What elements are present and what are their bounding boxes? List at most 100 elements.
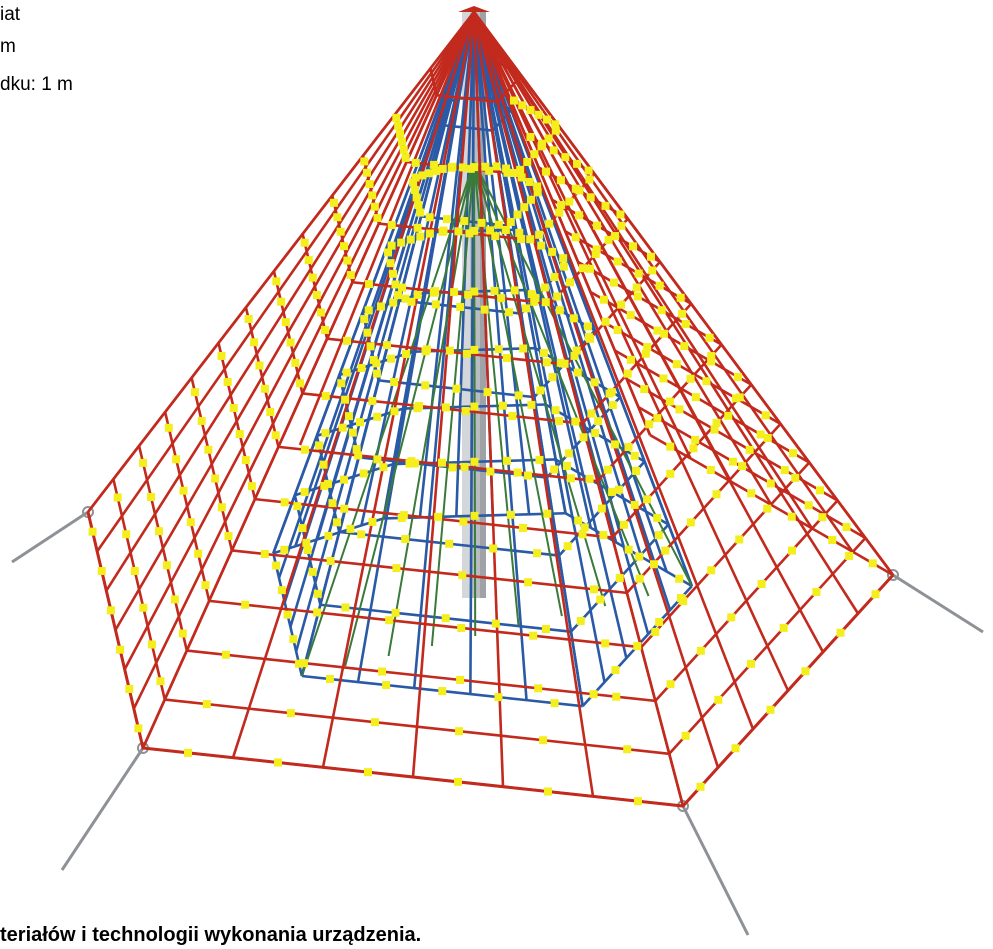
rope-connector: [516, 165, 525, 174]
rope-connector: [416, 232, 425, 241]
rope-connector: [706, 466, 715, 474]
rope-connector: [544, 787, 552, 796]
rope-connector: [597, 504, 606, 513]
rope-connector: [583, 322, 592, 331]
rope-connector: [313, 608, 322, 617]
rope-connector: [612, 692, 621, 701]
rope-connector: [477, 218, 486, 227]
rope-connector: [524, 471, 533, 480]
rope-connector: [202, 700, 211, 709]
rope-connector: [456, 675, 465, 684]
rope-connector: [596, 595, 605, 604]
rope-connector: [301, 445, 310, 454]
rope-connector: [461, 407, 470, 416]
rope-connector: [745, 445, 754, 454]
anchor-rod: [681, 805, 750, 936]
rope-connector: [343, 336, 352, 345]
rope-connector: [304, 256, 313, 265]
rope-connector: [300, 488, 309, 497]
rope-connector: [289, 635, 298, 644]
rope-connector: [456, 303, 465, 312]
rope-connector: [266, 408, 275, 417]
rope-connector: [490, 286, 499, 295]
rope-connector: [520, 203, 529, 212]
rope-connector: [550, 699, 559, 708]
rope-connector: [494, 220, 503, 229]
rope-connector: [454, 777, 462, 786]
rope-connector: [533, 188, 542, 197]
rope-connector: [470, 226, 479, 235]
rope-connector: [747, 489, 756, 498]
rope-connector: [308, 567, 317, 576]
rope-connector: [397, 238, 406, 247]
rope-connector: [346, 271, 355, 280]
rope-connector: [470, 345, 479, 354]
rope-connector: [343, 256, 352, 265]
rope-connector: [503, 168, 512, 177]
rope-connector: [340, 475, 349, 484]
rope-connector: [680, 342, 689, 351]
rope-connector: [533, 182, 542, 191]
rope-connector: [425, 213, 434, 222]
rope-connector: [308, 273, 317, 282]
rope-connector: [518, 523, 527, 532]
rope-connector: [539, 736, 548, 745]
rope-connector: [414, 201, 423, 210]
rope-connector: [801, 667, 810, 676]
rope-connector: [535, 230, 544, 239]
rope-connector: [641, 349, 650, 358]
rope-connector: [517, 173, 526, 182]
rope-connector: [324, 531, 333, 540]
rope-connector: [510, 286, 519, 295]
rope-connector: [585, 175, 594, 184]
rope-connector: [360, 157, 369, 166]
rope-connector: [194, 549, 203, 558]
radial-rope: [411, 11, 476, 778]
rope-connector: [354, 451, 363, 460]
rope-connector: [550, 465, 559, 474]
rope-connector: [441, 403, 450, 412]
rope-connector: [659, 329, 668, 338]
radial-rope: [472, 11, 505, 787]
rope-connector: [223, 377, 232, 386]
rope-connector: [696, 782, 705, 791]
rope-connector: [506, 510, 515, 519]
rope-connector: [611, 232, 620, 241]
rope-connector: [385, 616, 394, 625]
rope-connector: [390, 378, 399, 387]
rope-connector: [712, 490, 721, 499]
rope-connector: [619, 520, 628, 529]
rope-connector: [378, 667, 387, 676]
anchor-rod: [11, 510, 89, 564]
rope-connector: [691, 435, 700, 444]
rope-connector: [299, 659, 308, 668]
rope-connector: [527, 400, 536, 409]
rope-connector: [573, 368, 582, 377]
rope-connector: [363, 328, 372, 337]
rope-connector: [295, 659, 304, 668]
radial-rope: [472, 11, 814, 530]
rope-connector: [459, 517, 468, 526]
radial-rope: [105, 11, 476, 592]
rope-connector: [845, 551, 854, 560]
rope-connector: [623, 745, 632, 754]
rope-connector: [812, 587, 821, 596]
rope-connector: [437, 458, 446, 467]
rope-connector: [480, 305, 489, 314]
rope-connector: [316, 308, 325, 317]
rope-connector: [401, 153, 410, 162]
rope-connector: [566, 474, 575, 483]
rope-connector: [545, 219, 554, 228]
rope-connector: [536, 386, 545, 395]
rope-connector: [696, 646, 705, 655]
rope-connector: [521, 304, 530, 313]
rope-connector: [397, 137, 406, 146]
rope-connector: [399, 145, 408, 154]
rope-connector: [379, 463, 388, 472]
rope-connector: [691, 393, 700, 402]
rope-connector: [541, 624, 550, 633]
rope-connector: [340, 242, 349, 251]
footer-text: teriałów i technologii wykonania urządze…: [0, 924, 422, 946]
rope-connector: [524, 578, 533, 587]
